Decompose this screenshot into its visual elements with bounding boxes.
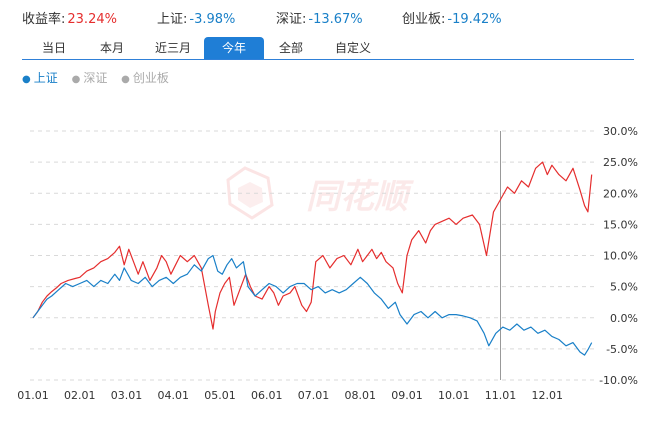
y-tick-label: 30.0% — [603, 125, 638, 138]
index-legend: ● 上证 ● 深证 ● 创业板 — [22, 69, 179, 86]
y-tick-label: 15.0% — [603, 218, 638, 231]
x-tick-label: 07.01 — [298, 389, 330, 402]
y-tick-label: 0.0% — [610, 312, 638, 325]
y-tick-label: 10.0% — [603, 250, 638, 263]
yield-label: 收益率: — [22, 12, 66, 27]
y-tick-label: 25.0% — [603, 156, 638, 169]
tab-this-year[interactable]: 今年 — [204, 37, 264, 59]
x-axis-labels: 01.01 02.01 03.01 04.01 05.01 06.01 07.01 08.01… — [17, 389, 563, 402]
tab-all[interactable]: 全部 — [278, 41, 303, 55]
x-tick-label: 03.01 — [111, 389, 143, 402]
legend-shenzhen[interactable]: ● 深证 — [72, 71, 108, 85]
x-tick-label: 05.01 — [204, 389, 236, 402]
shenzhen-label: 深证: — [276, 12, 307, 27]
x-tick-label: 09.01 — [391, 389, 423, 402]
watermark-logo-icon — [226, 166, 274, 220]
chinext-label: 创业板: — [402, 12, 446, 27]
x-tick-label: 12.01 — [532, 389, 564, 402]
legend-chinext-label: 创业板 — [132, 71, 169, 85]
legend-dot-icon: ● — [121, 74, 130, 85]
y-tick-label: -10.0% — [599, 374, 638, 387]
legend-shanghai-label: 上证 — [33, 71, 58, 85]
period-tabs: 当日 本月 近三月 今年 全部 自定义 — [22, 37, 634, 60]
x-tick-label: 06.01 — [251, 389, 283, 402]
chinext-value: -19.42% — [447, 12, 502, 27]
legend-chinext[interactable]: ● 创业板 — [121, 71, 169, 85]
watermark-text: 同花顺 — [306, 177, 414, 217]
portfolio-return-line — [32, 161, 593, 330]
tab-last-three-months[interactable]: 近三月 — [154, 41, 191, 55]
shanghai-label: 上证: — [157, 12, 188, 27]
x-tick-label: 08.01 — [345, 389, 377, 402]
tab-this-month[interactable]: 本月 — [99, 41, 124, 55]
legend-dot-icon: ● — [71, 74, 81, 85]
yield-value: 23.24% — [67, 12, 117, 27]
shenzhen-value: -13.67% — [308, 12, 363, 27]
x-tick-label: 02.01 — [64, 389, 96, 402]
watermark: 同花顺 — [226, 166, 414, 220]
x-tick-label: 10.01 — [438, 389, 470, 402]
x-tick-label: 01.01 — [17, 389, 49, 402]
shanghai-value: -3.98% — [189, 12, 236, 27]
x-tick-label: 04.01 — [158, 389, 190, 402]
legend-shenzhen-label: 深证 — [83, 71, 108, 85]
y-axis-labels: 30.0% 25.0% 20.0% 15.0% 10.0% 5.0% 0.0% -5.0% -1… — [599, 125, 638, 387]
legend-dot-icon: ● — [22, 74, 31, 85]
y-tick-label: -5.0% — [606, 343, 638, 356]
chinext-stat: 创业板: -19.42% — [402, 8, 502, 27]
shanghai-stat: 上证: -3.98% — [157, 8, 235, 27]
y-tick-label: 5.0% — [610, 281, 638, 294]
y-tick-label: 20.0% — [603, 187, 638, 200]
tab-custom[interactable]: 自定义 — [334, 41, 371, 55]
legend-shanghai[interactable]: ● 上证 — [22, 71, 58, 85]
x-tick-label: 11.01 — [485, 389, 517, 402]
series-lines — [32, 161, 593, 356]
tab-today[interactable]: 当日 — [41, 41, 66, 55]
shanghai-index-line — [32, 254, 593, 356]
yield-stat: 收益率: 23.24% — [22, 8, 117, 27]
shenzhen-stat: 深证: -13.67% — [276, 8, 363, 27]
grid-lines — [30, 130, 594, 381]
